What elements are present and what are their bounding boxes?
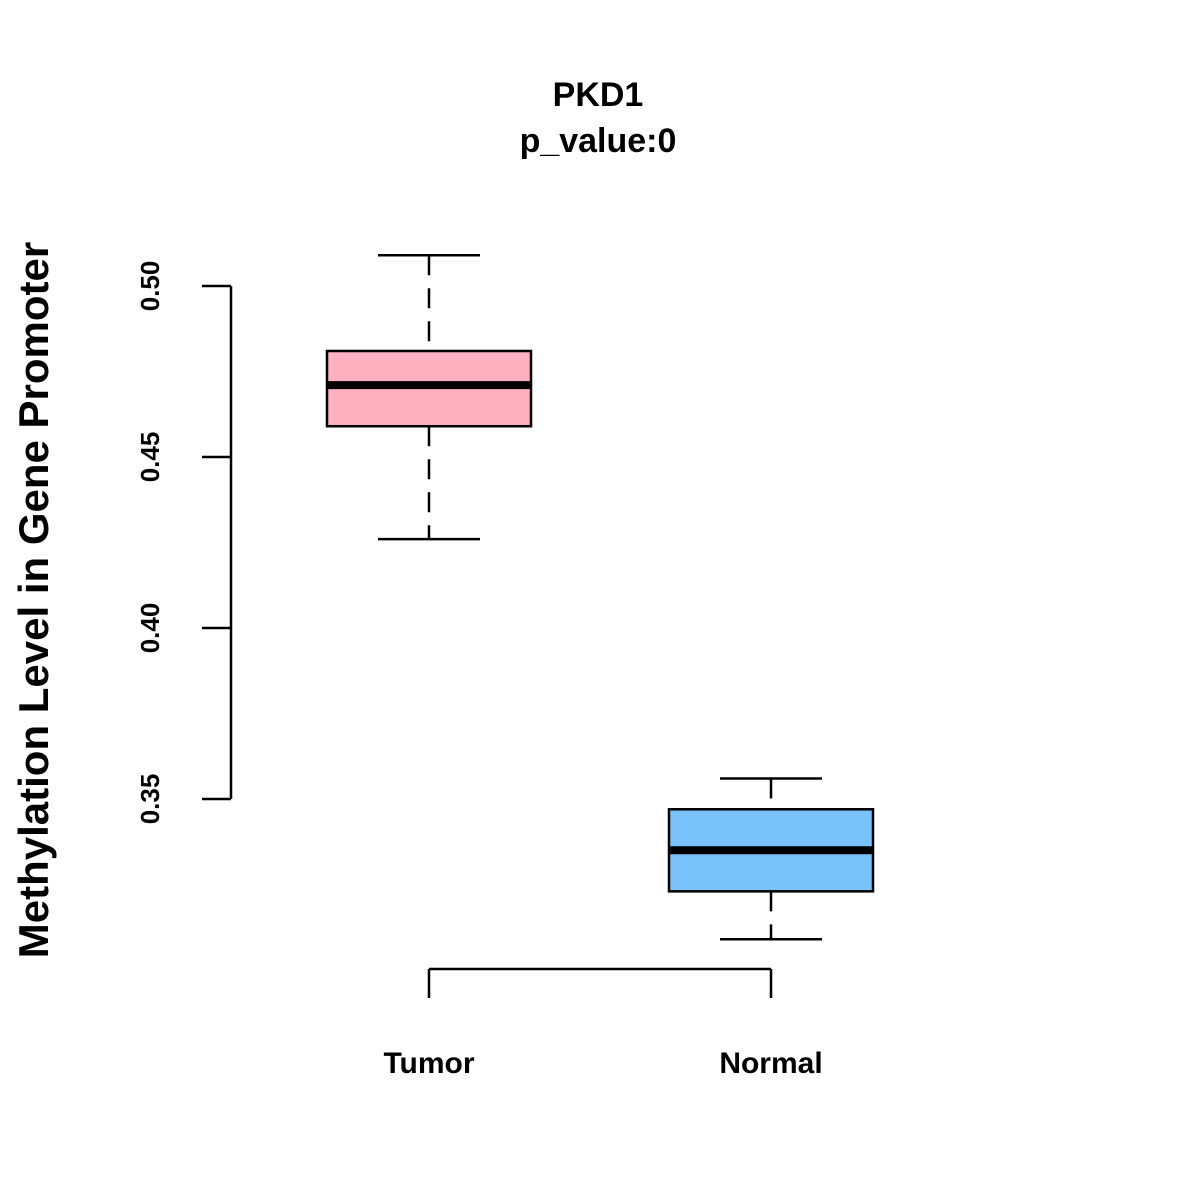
y-tick-label: 0.35 (135, 774, 165, 825)
y-axis-label: Methylation Level in Gene Promoter (10, 242, 57, 958)
x-tick-label: Tumor (383, 1047, 474, 1080)
boxes-group (325, 253, 875, 941)
y-tick-label: 0.40 (135, 603, 165, 654)
y-axis: 0.35 0.40 0.45 0.50 (135, 261, 233, 825)
chart-title: PKD1 (553, 76, 644, 114)
y-tick-label: 0.50 (135, 261, 165, 312)
x-axis: Tumor Normal (383, 967, 823, 1080)
chart-subtitle: p_value:0 (520, 122, 677, 160)
y-tick-label: 0.45 (135, 432, 165, 483)
x-tick-label: Normal (719, 1047, 822, 1080)
